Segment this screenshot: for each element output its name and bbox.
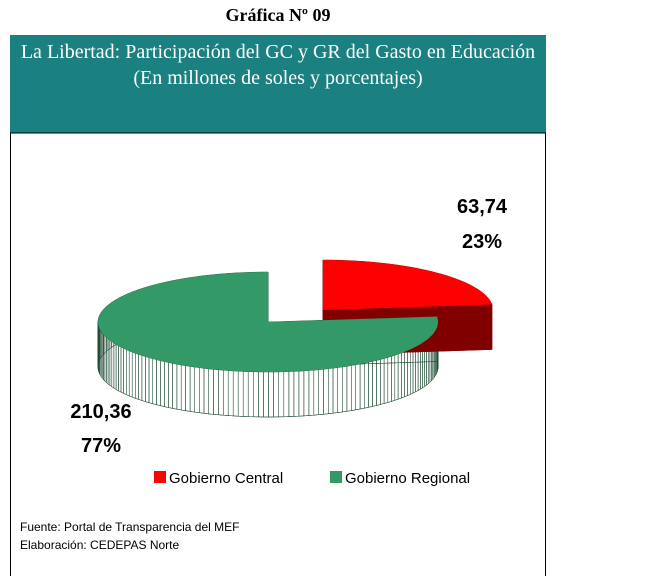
- chart-subtitle: (En millones de soles y porcentajes): [133, 67, 423, 89]
- legend-label: Gobierno Central: [169, 470, 283, 487]
- legend-label: Gobierno Regional: [345, 470, 470, 487]
- percent-label: 77%: [81, 435, 121, 457]
- heading: Gráfica Nº 09: [225, 5, 331, 25]
- legend-swatch: [154, 471, 166, 483]
- percent-label: 23%: [462, 231, 502, 253]
- chart-header: La Libertad: Participación del GC y GR d…: [10, 35, 546, 133]
- legend-swatch: [330, 471, 342, 483]
- value-label: 63,74: [457, 196, 508, 218]
- slice: [98, 272, 438, 372]
- source: Fuente: Portal de Transparencia del MEF: [20, 520, 239, 534]
- value-label: 210,36: [70, 401, 131, 423]
- credit: Elaboración: CEDEPAS Norte: [20, 538, 180, 552]
- chart-title: La Libertad: Participación del GC y GR d…: [20, 41, 536, 63]
- chart-frame: [10, 132, 546, 576]
- slice: [323, 260, 492, 310]
